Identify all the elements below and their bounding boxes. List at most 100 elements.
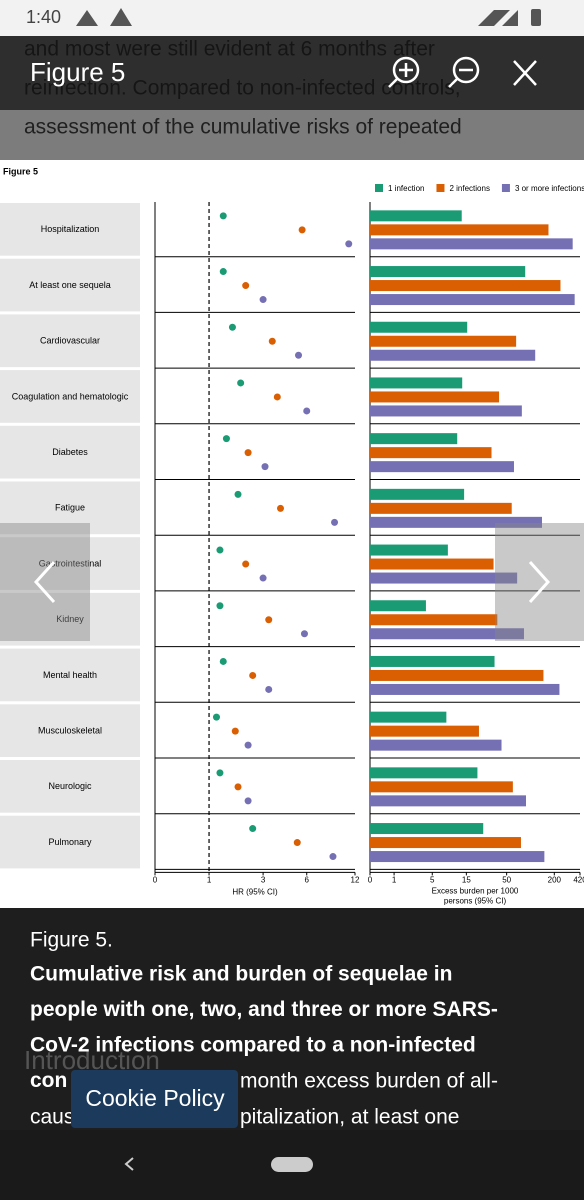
x-tick-label: 12 (351, 876, 360, 885)
legend-label: 3 or more infections (515, 184, 584, 193)
row-label-box (0, 760, 140, 813)
legend-swatch (375, 184, 383, 192)
bar (370, 655, 495, 667)
row-label-box (0, 648, 140, 702)
x-tick-label: 420 (573, 876, 584, 885)
x-tick-label: 15 (462, 876, 471, 885)
bar (370, 628, 524, 640)
x-tick-label: 0 (153, 876, 158, 885)
bar (370, 781, 513, 793)
bar (370, 795, 526, 807)
point (234, 490, 242, 498)
point (231, 727, 239, 735)
bar (370, 823, 484, 835)
bar (370, 224, 549, 236)
bar (370, 377, 463, 389)
header-fade (0, 110, 584, 160)
row-label: At least one sequela (29, 280, 111, 290)
close[interactable] (513, 60, 537, 86)
nav-back[interactable] (124, 1157, 134, 1171)
next-arrow (528, 560, 551, 604)
behind-line: caus (30, 1106, 74, 1129)
bar (370, 851, 545, 863)
row-label: Neurologic (48, 781, 92, 791)
x-tick-label: 5 (430, 876, 435, 885)
point (216, 546, 224, 554)
point (244, 797, 252, 805)
x-tick-label: 1 (392, 876, 397, 885)
behind-heading: Introduction (24, 1045, 160, 1075)
point (300, 630, 308, 638)
point (237, 379, 245, 387)
row-label: Diabetes (52, 447, 88, 457)
nav-home[interactable] (271, 1157, 313, 1172)
bar (370, 739, 502, 751)
prev-button[interactable] (0, 523, 90, 641)
bar (370, 405, 522, 417)
row-label-box (0, 592, 140, 646)
x-tick-label: 6 (305, 876, 310, 885)
bar (370, 447, 492, 459)
bar (370, 669, 544, 681)
row-label-box (0, 537, 140, 590)
chart: Hospitalization At least one sequela Cardi… (0, 184, 584, 906)
caption-line: CoV-2 infections compared to a non-infec… (30, 1034, 476, 1057)
legend-swatch (436, 184, 445, 192)
row-label-box (0, 314, 140, 368)
zoom-in[interactable] (392, 56, 420, 84)
bar (370, 837, 521, 849)
behind-line: pitalization, at least one (240, 1106, 459, 1129)
bar (370, 488, 465, 500)
figure-label: Figure 5 (3, 166, 38, 176)
viewer-header (0, 36, 584, 110)
bar (370, 266, 526, 278)
point (219, 212, 227, 220)
x-axis-title: persons (95% CI) (444, 897, 507, 906)
battery (531, 9, 541, 26)
cookie-button[interactable] (71, 1070, 238, 1128)
point (212, 713, 220, 721)
zoom-out[interactable] (452, 56, 480, 84)
next-button[interactable] (495, 523, 584, 641)
point (228, 323, 236, 331)
bar (370, 544, 448, 556)
point (219, 657, 227, 665)
clock: 1:40 (26, 7, 61, 27)
legend-label: 2 infections (449, 184, 489, 193)
row-label: Coagulation and hematologic (12, 391, 129, 401)
row-label-box (0, 481, 140, 535)
row-label: Mental health (43, 670, 97, 680)
row-label: Musculoskeletal (38, 726, 102, 736)
x-tick-label: 50 (502, 876, 511, 885)
point (261, 463, 269, 471)
point (216, 602, 224, 610)
point (293, 839, 301, 847)
x-tick-label: 0 (368, 876, 373, 885)
bar (370, 683, 560, 695)
point (295, 351, 303, 359)
row-label: Hospitalization (41, 224, 100, 234)
row-label-box (0, 370, 140, 423)
bar (370, 335, 517, 347)
bar (370, 433, 458, 445)
bar (370, 600, 426, 612)
caption-line: Cumulative risk and burden of sequelae i… (30, 963, 452, 986)
point (216, 769, 224, 777)
point (244, 741, 252, 749)
prev-arrow (33, 560, 56, 604)
legend-swatch (501, 184, 510, 192)
row-label-box (0, 203, 140, 256)
point (345, 240, 353, 248)
bar (370, 238, 573, 250)
point (276, 504, 284, 512)
point (234, 783, 242, 791)
x-axis-title: Excess burden per 1000 (432, 887, 519, 896)
bar (370, 391, 500, 403)
row-label: Gastrointestinal (39, 558, 102, 568)
caption-line: people with one, two, and three or more … (30, 998, 498, 1021)
legend-label: 1 infection (388, 184, 424, 193)
x-tick-label: 200 (548, 876, 562, 885)
point (249, 825, 257, 833)
point (298, 226, 306, 234)
